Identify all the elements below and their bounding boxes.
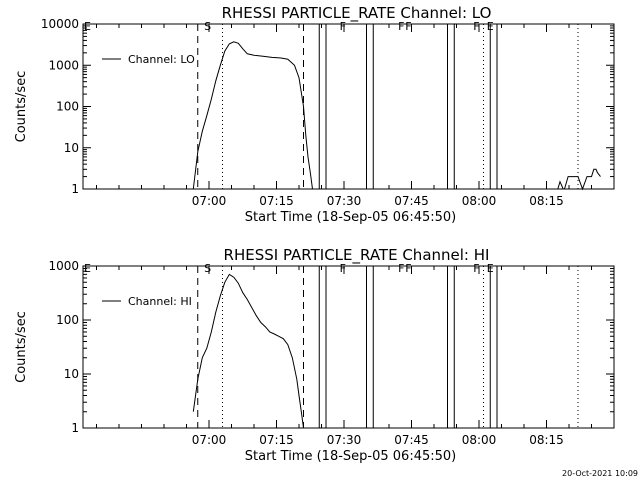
- flag-label: S: [204, 20, 211, 33]
- flag-interval-spike: [366, 23, 374, 189]
- generation-timestamp: 20-Oct-2021 10:09: [562, 469, 638, 478]
- plot-frame: [82, 23, 615, 190]
- flag-label: E: [487, 20, 494, 33]
- series-line-1: [192, 41, 313, 190]
- x-tick-label: 07:15: [259, 433, 294, 447]
- chart-panel-2: RHESSI PARTICLE_RATE Channel: HI 1 10 100 10…: [14, 246, 615, 464]
- y-tick-label: 1: [71, 182, 79, 196]
- x-tick-label: 07:00: [192, 433, 227, 447]
- flag-interval-spike: [489, 23, 498, 189]
- flag-label: F: [398, 262, 404, 275]
- x-axis-label: Start Time (18-Sep-05 06:45:50): [245, 210, 456, 225]
- flag-interval-spike: [489, 265, 498, 428]
- y-tick-label: 1000: [48, 259, 79, 273]
- y-tick-label: 100: [56, 313, 79, 327]
- y-tick-label: 10000: [41, 17, 79, 31]
- x-tick-label: 07:45: [394, 433, 429, 447]
- legend-label: Channel: LO: [128, 53, 195, 66]
- flag-label: F: [473, 262, 479, 275]
- flag-interval-spike: [447, 23, 455, 189]
- y-tick-label: 10: [64, 141, 79, 155]
- flag-label: F: [340, 262, 346, 275]
- flag-interval-spike: [318, 23, 327, 189]
- x-tick-label: 08:15: [529, 433, 564, 447]
- flag-label: E: [487, 262, 494, 275]
- flag-label: F: [340, 20, 346, 33]
- series-line-1: [192, 273, 304, 429]
- flag-interval-spike: [447, 265, 455, 428]
- flag-label: E: [84, 262, 91, 275]
- x-tick-label: 08:15: [529, 194, 564, 208]
- y-tick-label: 1000: [48, 58, 79, 72]
- x-tick-label: 07:00: [192, 194, 227, 208]
- x-tick-label: 07:30: [327, 433, 362, 447]
- x-tick-label: 07:45: [394, 194, 429, 208]
- y-tick-label: 100: [56, 100, 79, 114]
- chart-panel-1: RHESSI PARTICLE_RATE Channel: LO 1 10 100 10…: [14, 4, 615, 225]
- x-tick-label: 07:15: [259, 194, 294, 208]
- chart-title: RHESSI PARTICLE_RATE Channel: LO: [222, 4, 492, 23]
- y-axis-label: Counts/sec: [14, 311, 29, 383]
- flag-interval-spike: [366, 265, 374, 428]
- legend-label: Channel: HI: [128, 295, 192, 308]
- flag-interval-spike: [318, 265, 327, 428]
- flag-label: E: [84, 20, 91, 33]
- y-axis-label: Counts/sec: [14, 71, 29, 143]
- plot-frame: [82, 265, 615, 429]
- flag-label: F: [405, 20, 411, 33]
- x-axis-label: Start Time (18-Sep-05 06:45:50): [245, 449, 456, 464]
- flag-label: F: [473, 20, 479, 33]
- y-tick-label: 1: [71, 421, 79, 435]
- y-tick-label: 10: [64, 367, 79, 381]
- flag-label: S: [204, 262, 211, 275]
- flag-label: F: [398, 20, 404, 33]
- x-tick-label: 07:30: [327, 194, 362, 208]
- chart-title: RHESSI PARTICLE_RATE Channel: HI: [224, 246, 490, 265]
- flag-label: F: [405, 262, 411, 275]
- x-tick-label: 08:00: [462, 433, 497, 447]
- x-tick-label: 08:00: [462, 194, 497, 208]
- series-line-2: [557, 168, 601, 191]
